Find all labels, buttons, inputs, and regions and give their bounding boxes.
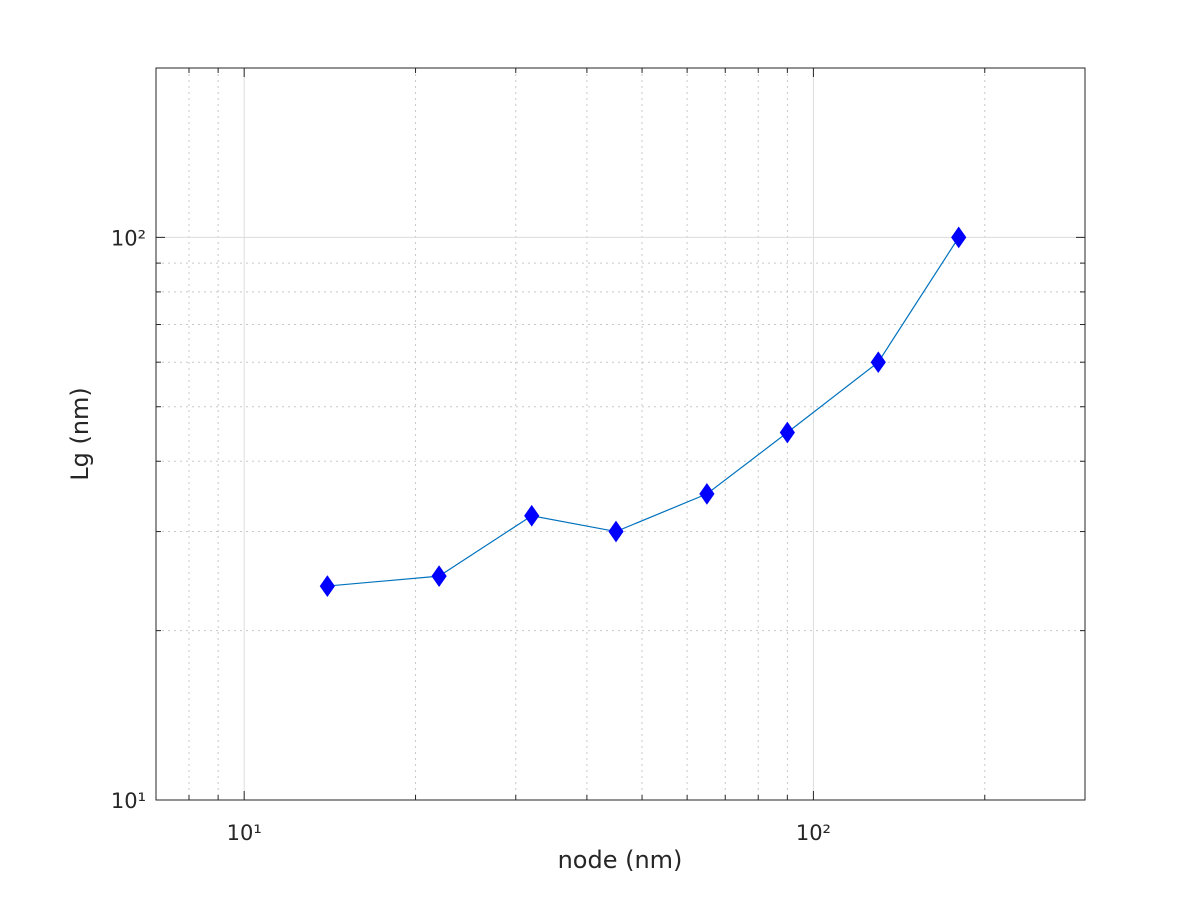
y-axis-label: Lg (nm) [66,387,94,481]
marker [870,351,886,374]
marker [608,520,624,543]
marker [779,421,795,444]
data-line [327,237,960,587]
y-tick-label: 10¹ [111,789,146,813]
y-tick-label: 10² [111,226,146,250]
marker [951,226,967,249]
axes-box [155,67,1086,801]
marker [319,575,335,597]
x-axis-label: node (nm) [558,846,683,874]
x-tick-label: 10¹ [227,821,262,845]
marker [699,483,715,505]
x-tick-label: 10² [796,821,831,845]
marker [431,565,447,587]
marker [524,504,540,527]
